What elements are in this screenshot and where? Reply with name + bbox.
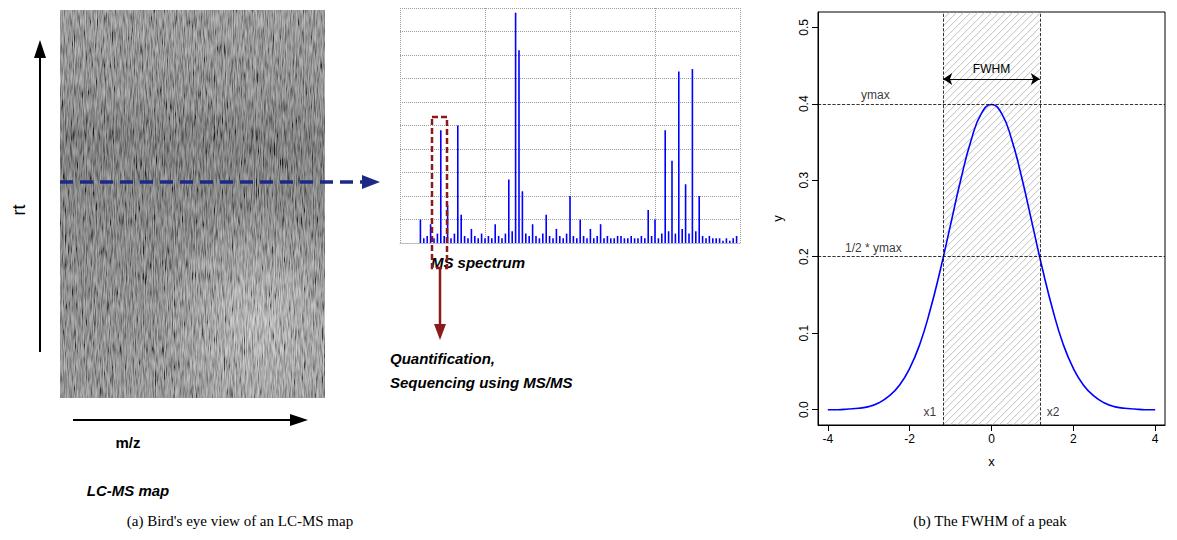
svg-text:x1: x1 [924,405,937,419]
svg-text:FWHM: FWHM [973,62,1010,76]
svg-text:Sequencing using MS/MS: Sequencing using MS/MS [390,374,573,391]
svg-text:0: 0 [988,432,995,446]
svg-text:2: 2 [1070,432,1077,446]
svg-text:0.3: 0.3 [797,172,811,189]
svg-text:4: 4 [1152,432,1159,446]
svg-text:0.4: 0.4 [797,95,811,112]
svg-text:m/z: m/z [115,434,140,451]
svg-text:0.5: 0.5 [797,19,811,36]
svg-text:0.2: 0.2 [797,248,811,265]
svg-text:rt: rt [9,205,29,216]
svg-text:x2: x2 [1047,405,1060,419]
svg-text:y: y [770,215,785,222]
svg-text:1/2 * ymax: 1/2 * ymax [845,241,902,255]
svg-text:-2: -2 [904,432,915,446]
svg-text:0.1: 0.1 [797,325,811,342]
svg-text:ymax: ymax [861,88,890,102]
svg-text:(b) The FWHM of a peak: (b) The FWHM of a peak [913,513,1067,530]
svg-text:-4: -4 [822,432,833,446]
svg-text:(a) Bird's eye view of an LC-M: (a) Bird's eye view of an LC-MS map [127,513,353,530]
svg-text:0.0: 0.0 [797,401,811,418]
svg-text:MS spectrum: MS spectrum [431,254,525,271]
svg-text:LC-MS map: LC-MS map [87,482,170,499]
svg-text:x: x [988,454,995,469]
svg-text:Quantification,: Quantification, [390,350,495,367]
